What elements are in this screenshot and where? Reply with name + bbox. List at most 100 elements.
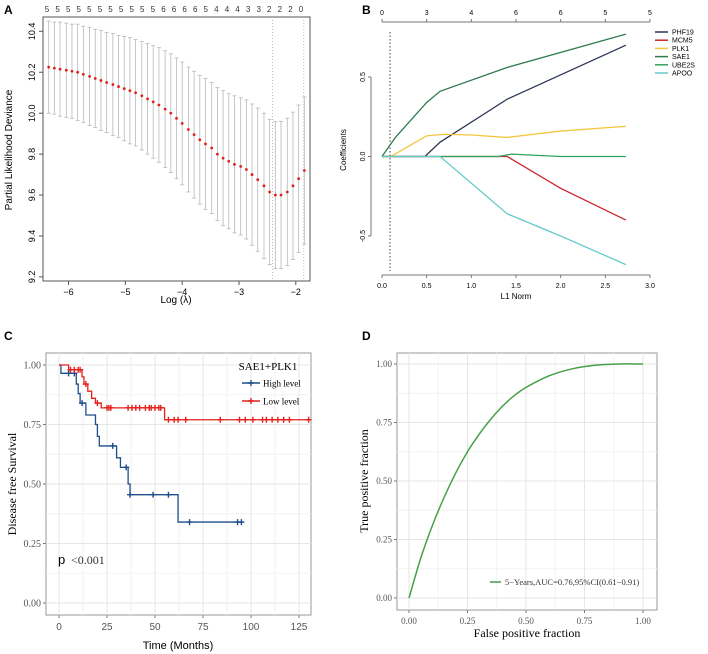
c-censor-mark xyxy=(249,416,256,423)
c-censor-mark xyxy=(182,416,189,423)
a-point xyxy=(99,79,103,82)
a-point xyxy=(163,107,167,111)
c-legend-cross xyxy=(248,398,254,404)
c-grid xyxy=(45,352,312,616)
a-ytick-label: 9.8 xyxy=(27,148,37,161)
a-ytick-label: 9.6 xyxy=(27,189,37,202)
a-top-axis-label: 5 xyxy=(77,5,82,14)
a-point xyxy=(187,128,190,131)
d-ylabel: True positive fraction xyxy=(357,429,371,533)
c-censor-mark xyxy=(280,416,287,423)
a-top-axis-label: 5 xyxy=(55,5,60,14)
b-legend-label: UBE2S xyxy=(672,62,695,69)
a-point xyxy=(47,65,51,69)
a-point xyxy=(146,97,149,101)
a-top-axis-label: 4 xyxy=(225,5,230,14)
c-ytick-label: 0.75 xyxy=(24,420,42,431)
c-ytick-label: 0.00 xyxy=(24,599,42,610)
b-ylabel: Coefficients xyxy=(339,129,348,171)
a-top-axis-label: 3 xyxy=(256,5,261,14)
d-ytick-label: 1.00 xyxy=(376,359,392,369)
d-ytick-label: 0.25 xyxy=(376,535,392,545)
a-point xyxy=(81,72,85,76)
b-xtick-label: 1.5 xyxy=(511,283,521,290)
c-censor-mark xyxy=(150,491,157,498)
a-point xyxy=(151,100,155,104)
a-top-axis-label: 5 xyxy=(119,5,124,14)
c-ytick-label: 1.00 xyxy=(24,361,42,372)
a-point xyxy=(302,169,306,172)
c-legend-label: Low level xyxy=(263,397,300,407)
d-xtick-label: 0.75 xyxy=(577,616,593,626)
c-censor-mark xyxy=(65,370,72,377)
a-xtick-label: −4 xyxy=(177,287,187,297)
c-ytick-label: 0.25 xyxy=(24,539,42,550)
b-top-axis-label: 5 xyxy=(603,10,607,17)
b-xtick-label: 0.0 xyxy=(377,283,387,290)
c-legend-cross xyxy=(248,380,254,386)
panel-label-a: A xyxy=(4,3,13,17)
c-xtick-label: 0 xyxy=(56,622,62,633)
c-censor-mark xyxy=(217,416,224,423)
a-top-axis-label: 6 xyxy=(193,5,198,14)
a-top-axis-label: 5 xyxy=(66,5,71,14)
c-censor-mark xyxy=(286,416,293,423)
a-point xyxy=(250,173,254,176)
c-censor-mark xyxy=(242,416,249,423)
b-xtick-label: 3.0 xyxy=(645,283,655,290)
a-ytick-label: 10.4 xyxy=(27,23,37,41)
c-censor-mark xyxy=(157,404,164,411)
a-top-axis-label: 5 xyxy=(108,5,113,14)
a-top-axis-label: 5 xyxy=(204,5,209,14)
b-ytick-label: 0.0 xyxy=(360,152,367,162)
d-ytick-label: 0.50 xyxy=(376,476,392,486)
a-ytick-label: 10.0 xyxy=(27,104,37,122)
a-point xyxy=(180,122,184,125)
d-legend-label: 5−Years,AUC=0.76,95%CI(0.61−0.91) xyxy=(505,577,639,587)
a-top-axis-label: 3 xyxy=(246,5,251,14)
a-ytick-label: 9.2 xyxy=(27,271,37,284)
a-top-axis-label: 6 xyxy=(172,5,177,14)
a-point xyxy=(64,68,68,72)
a-point xyxy=(175,116,178,120)
d-ytick-label: 0.75 xyxy=(376,418,392,428)
a-point xyxy=(169,111,173,115)
a-top-axis-label: 0 xyxy=(299,5,304,14)
b-top-axis-label: 0 xyxy=(380,10,384,17)
c-censor-mark xyxy=(107,404,114,411)
a-xtick-label: −3 xyxy=(234,287,244,297)
d-roc-curve xyxy=(408,363,644,599)
c-censor-mark xyxy=(94,400,101,407)
a-top-axis-label: 5 xyxy=(129,5,134,14)
c-censor-mark xyxy=(263,416,270,423)
a-point xyxy=(111,83,115,86)
c-censor-mark xyxy=(77,366,84,373)
a-top-axis-label: 5 xyxy=(98,5,103,14)
a-point xyxy=(105,81,109,84)
c-p-value: <0.001 xyxy=(71,553,105,567)
c-censor-mark xyxy=(79,400,86,407)
a-point xyxy=(52,66,56,70)
a-top-axis-label: 6 xyxy=(182,5,187,14)
c-censor-mark xyxy=(127,491,134,498)
c-censor-mark xyxy=(274,416,281,423)
b-xtick-label: 2.5 xyxy=(600,283,610,290)
a-top-axis-label: 4 xyxy=(214,5,219,14)
b-top-axis-label: 6 xyxy=(559,10,563,17)
b-legend-label: PLK1 xyxy=(672,46,689,53)
a-point xyxy=(256,178,260,182)
c-censor-mark xyxy=(236,416,243,423)
c-xtick-label: 25 xyxy=(101,622,113,633)
a-ytick-label: 9.4 xyxy=(27,230,37,243)
a-plot-frame xyxy=(42,16,311,282)
b-series-sae1 xyxy=(381,33,627,157)
a-point xyxy=(262,184,266,188)
a-point xyxy=(198,138,202,142)
d-xtick-label: 0.00 xyxy=(401,616,417,626)
a-ytick-label: 10.2 xyxy=(27,63,37,81)
c-ylabel: Disease free Survival xyxy=(5,432,19,535)
panel-label-d: D xyxy=(362,329,371,343)
b-top-axis-label: 4 xyxy=(469,10,473,17)
c-ytick-label: 0.50 xyxy=(24,480,42,491)
